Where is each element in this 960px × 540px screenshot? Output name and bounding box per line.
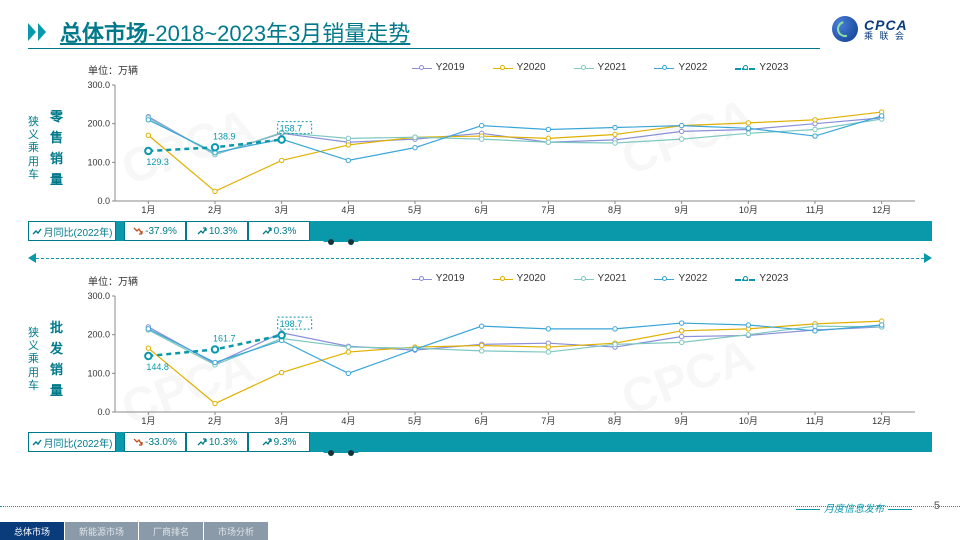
- svg-text:0.0: 0.0: [97, 407, 110, 417]
- logo-badge-icon: [832, 16, 858, 42]
- legend-item: Y2020: [493, 273, 546, 284]
- title-sub: -2018~2023年3月销量走势: [148, 16, 410, 48]
- svg-text:0.0: 0.0: [97, 196, 110, 206]
- svg-text:8月: 8月: [608, 205, 622, 215]
- yoy-cell: -37.9%: [124, 221, 186, 241]
- cpca-logo: CPCA 乘 联 会: [832, 14, 932, 44]
- svg-text:10月: 10月: [739, 205, 758, 215]
- yoy-bar: 月同比(2022年) -37.9%10.3%0.3%: [28, 221, 932, 241]
- footer-tabs: 总体市场新能源市场厂商排名市场分析: [0, 522, 269, 540]
- yoy-cell: 9.3%: [248, 432, 310, 452]
- svg-text:300.0: 300.0: [87, 80, 110, 90]
- chevron-right-icon: [28, 21, 52, 43]
- section-divider: [28, 253, 932, 263]
- side-label: 狭义乘用车: [28, 290, 44, 430]
- chart-legend: Y2019 Y2020 Y2021 Y2022 Y2023: [308, 273, 892, 284]
- title-main: 总体市场: [60, 16, 148, 48]
- svg-text:100.0: 100.0: [87, 157, 110, 167]
- svg-text:300.0: 300.0: [87, 291, 110, 301]
- yoy-cell: 10.3%: [186, 221, 248, 241]
- y-axis-title: 批发销量: [50, 290, 66, 430]
- svg-text:6月: 6月: [475, 205, 489, 215]
- footer-tab[interactable]: 市场分析: [204, 522, 269, 540]
- yoy-label: 月同比(2022年): [28, 221, 116, 241]
- svg-text:100.0: 100.0: [87, 368, 110, 378]
- footer-tab[interactable]: 厂商排名: [139, 522, 204, 540]
- chart-legend: Y2019 Y2020 Y2021 Y2022 Y2023: [308, 62, 892, 73]
- svg-text:129.3: 129.3: [146, 157, 169, 167]
- svg-text:12月: 12月: [872, 205, 891, 215]
- svg-text:3月: 3月: [275, 205, 289, 215]
- wholesale-chart-block: 单位：万辆Y2019Y2020Y2021Y2022Y2023狭义乘用车批发销量0…: [28, 273, 932, 452]
- svg-text:158.7: 158.7: [280, 124, 303, 134]
- svg-text:8月: 8月: [608, 416, 622, 426]
- page-header: 总体市场 -2018~2023年3月销量走势 CPCA 乘 联 会: [0, 0, 960, 52]
- side-label: 狭义乘用车: [28, 79, 44, 219]
- logo-text-en: CPCA: [864, 18, 908, 32]
- svg-text:7月: 7月: [541, 205, 555, 215]
- svg-text:9月: 9月: [675, 205, 689, 215]
- svg-text:4月: 4月: [341, 205, 355, 215]
- svg-text:11月: 11月: [806, 416, 824, 426]
- svg-text:200.0: 200.0: [87, 119, 110, 129]
- svg-text:2月: 2月: [208, 205, 222, 215]
- svg-text:7月: 7月: [541, 416, 555, 426]
- svg-text:10月: 10月: [739, 416, 758, 426]
- legend-item: Y2019: [412, 62, 465, 73]
- yoy-label: 月同比(2022年): [28, 432, 116, 452]
- svg-text:5月: 5月: [408, 416, 422, 426]
- legend-item: Y2022: [654, 62, 707, 73]
- page-footer: 月度信息发布 5 总体市场新能源市场厂商排名市场分析: [0, 516, 960, 540]
- yoy-cell: 10.3%: [186, 432, 248, 452]
- legend-item: Y2020: [493, 62, 546, 73]
- svg-text:138.9: 138.9: [213, 131, 236, 141]
- yoy-bar: 月同比(2022年) -33.0%10.3%9.3%: [28, 432, 932, 452]
- svg-text:1月: 1月: [141, 205, 155, 215]
- svg-text:11月: 11月: [806, 205, 824, 215]
- svg-text:144.8: 144.8: [146, 362, 169, 372]
- svg-text:4月: 4月: [341, 416, 355, 426]
- svg-text:198.7: 198.7: [280, 319, 303, 329]
- car-icon: [310, 432, 372, 452]
- page-number: 5: [934, 500, 940, 512]
- svg-text:161.7: 161.7: [213, 333, 236, 343]
- legend-item: Y2023: [735, 62, 788, 73]
- svg-text:5月: 5月: [408, 205, 422, 215]
- legend-item: Y2021: [574, 273, 627, 284]
- svg-text:3月: 3月: [275, 416, 289, 426]
- y-axis-title: 零售销量: [50, 79, 66, 219]
- legend-item: Y2021: [574, 62, 627, 73]
- car-icon: [310, 221, 372, 241]
- svg-text:9月: 9月: [675, 416, 689, 426]
- svg-text:200.0: 200.0: [87, 330, 110, 340]
- legend-item: Y2019: [412, 273, 465, 284]
- footer-tab[interactable]: 新能源市场: [65, 522, 139, 540]
- svg-text:1月: 1月: [141, 416, 155, 426]
- yoy-cell: 0.3%: [248, 221, 310, 241]
- footer-tab[interactable]: 总体市场: [0, 522, 65, 540]
- legend-item: Y2022: [654, 273, 707, 284]
- yoy-cell: -33.0%: [124, 432, 186, 452]
- footer-publication: 月度信息发布: [796, 500, 912, 515]
- svg-text:2月: 2月: [208, 416, 222, 426]
- svg-text:6月: 6月: [475, 416, 489, 426]
- logo-text-cn: 乘 联 会: [864, 32, 908, 41]
- svg-text:12月: 12月: [872, 416, 891, 426]
- legend-item: Y2023: [735, 273, 788, 284]
- retail-chart-block: 单位：万辆Y2019Y2020Y2021Y2022Y2023狭义乘用车零售销量0…: [28, 62, 932, 241]
